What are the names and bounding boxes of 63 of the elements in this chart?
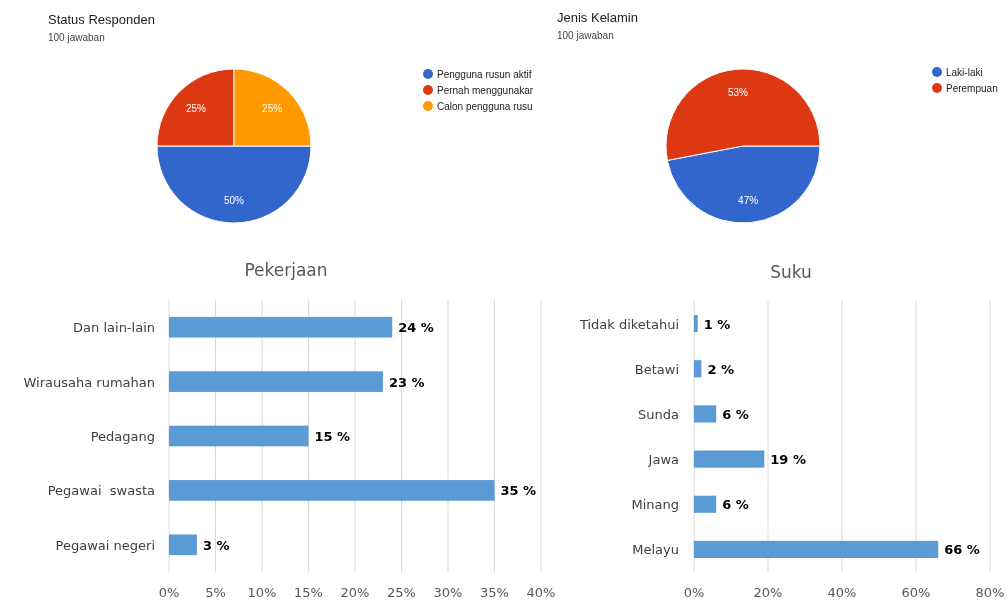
x-tick-label: 40% <box>526 585 556 600</box>
y-tick-label: Jawa <box>647 452 679 468</box>
legend-label: Pernah menggunakar <box>437 85 534 96</box>
y-tick-label: Betawi <box>634 361 679 377</box>
x-tick-label: 10% <box>247 585 277 600</box>
legend-label: Perempuan <box>946 83 998 94</box>
bar <box>169 316 393 338</box>
y-tick-label: Pegawai negeri <box>55 537 155 553</box>
x-tick-label: 0% <box>158 585 180 600</box>
data-label: 50% <box>223 194 245 206</box>
bar <box>694 495 717 513</box>
data-label: 24 % <box>398 320 434 336</box>
x-tick-label: 60% <box>901 585 931 600</box>
bar <box>169 480 495 501</box>
data-label: 25% <box>185 102 206 114</box>
data-label: 47% <box>738 194 759 206</box>
legend-label: Laki-laki <box>946 67 983 78</box>
data-label: 6 % <box>722 406 749 422</box>
data-label: 6 % <box>722 497 749 513</box>
bar <box>694 360 702 378</box>
data-label: 15 % <box>314 429 351 444</box>
y-tick-label: Pedagang <box>90 429 155 444</box>
bar <box>694 450 765 468</box>
bar <box>169 425 309 447</box>
text: 100 jawaban <box>557 30 614 41</box>
y-tick-label: Minang <box>631 497 679 513</box>
data-label: 1 % <box>703 316 731 332</box>
y-tick-label: Melayu <box>632 542 679 558</box>
x-tick-label: 20% <box>340 585 370 600</box>
chart-title: Suku <box>770 262 812 282</box>
data-label: 35 % <box>500 483 537 499</box>
bar <box>169 534 197 556</box>
legend-label: Calon pengguna rusu <box>437 101 533 112</box>
bar <box>169 371 383 392</box>
x-tick-label: 0% <box>683 585 705 600</box>
data-label: 3 % <box>202 537 230 553</box>
data-label: 19 % <box>770 452 806 468</box>
data-label: 53% <box>727 87 749 99</box>
data-label: 23 % <box>388 374 425 390</box>
y-tick-label: Wirausaha rumahan <box>23 374 155 390</box>
data-label: 2 % <box>707 361 735 377</box>
chart-title: Pekerjaan <box>244 260 328 280</box>
chart-title: Status Responden <box>48 12 155 27</box>
x-tick-label: 15% <box>294 585 323 600</box>
x-tick-label: 80% <box>975 585 1005 600</box>
x-tick-label: 20% <box>753 585 783 600</box>
x-tick-label: 30% <box>433 585 463 600</box>
y-tick-label: Tidak diketahui <box>578 316 679 332</box>
data-label: 66 % <box>944 542 980 558</box>
x-tick-label: 35% <box>480 585 509 600</box>
y-tick-label: Dan lain-lain <box>73 320 155 336</box>
bar <box>694 405 717 423</box>
bar <box>694 315 698 333</box>
y-tick-label: Pegawai swasta <box>47 483 155 499</box>
data-label: 25% <box>262 102 283 114</box>
text: 100 jawaban <box>48 32 105 43</box>
x-tick-label: 40% <box>827 585 857 600</box>
y-tick-label: Sunda <box>638 406 679 422</box>
bar <box>694 540 939 558</box>
x-tick-label: 5% <box>205 585 226 600</box>
chart-title: Jenis Kelamin <box>557 10 638 25</box>
x-tick-label: 25% <box>387 585 416 600</box>
legend-label: Pengguna rusun aktif <box>437 69 532 80</box>
